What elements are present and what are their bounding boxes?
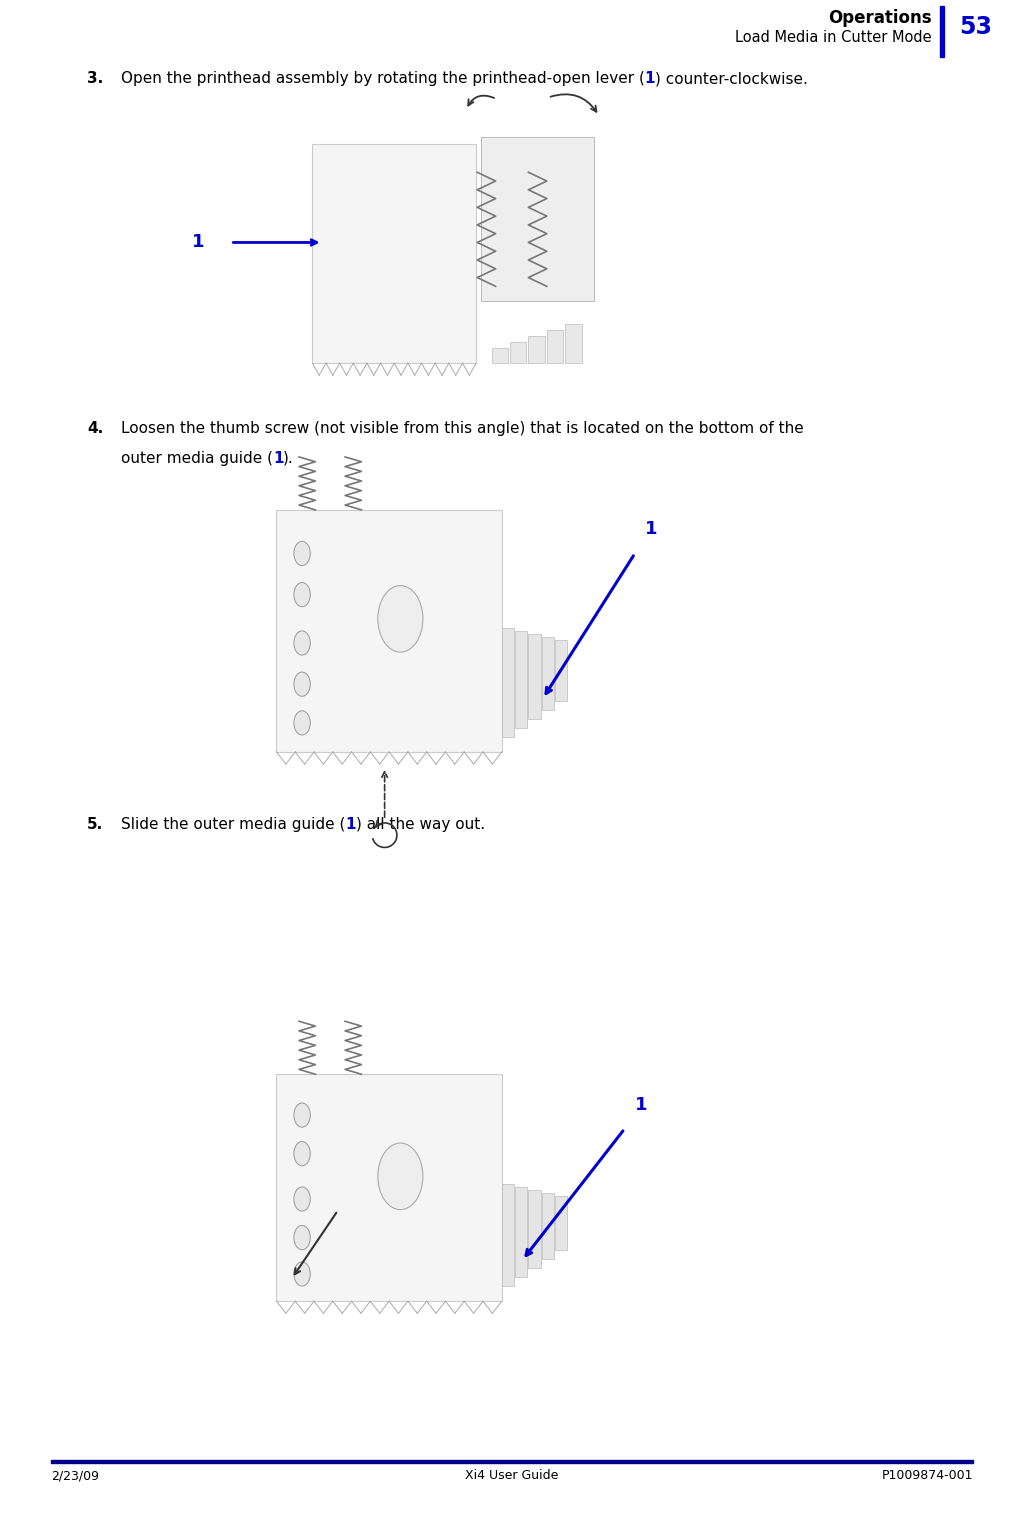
Bar — [555, 640, 567, 701]
Text: 1: 1 — [645, 520, 657, 539]
Circle shape — [294, 583, 310, 607]
Bar — [565, 324, 582, 363]
Text: 1: 1 — [645, 71, 655, 86]
Bar — [510, 342, 526, 363]
Text: Operations: Operations — [828, 9, 932, 27]
Text: ).: ). — [284, 451, 294, 466]
FancyBboxPatch shape — [276, 1074, 502, 1301]
Circle shape — [294, 672, 310, 696]
Bar — [502, 1183, 514, 1286]
Circle shape — [378, 586, 423, 652]
Bar — [555, 1195, 567, 1250]
Text: Open the printhead assembly by rotating the printhead-open lever (: Open the printhead assembly by rotating … — [121, 71, 645, 86]
Bar — [251, 113, 794, 393]
Text: 1: 1 — [272, 451, 284, 466]
Bar — [542, 1192, 554, 1259]
Bar — [515, 631, 527, 728]
Circle shape — [294, 1262, 310, 1286]
Text: 1: 1 — [635, 1095, 647, 1114]
Bar — [502, 628, 514, 737]
Text: 3.: 3. — [87, 71, 103, 86]
Text: Loosen the thumb screw (not visible from this angle) that is located on the bott: Loosen the thumb screw (not visible from… — [121, 421, 804, 436]
Bar — [528, 634, 541, 719]
Text: outer media guide (: outer media guide ( — [121, 451, 272, 466]
FancyBboxPatch shape — [276, 510, 502, 752]
Text: 2/23/09: 2/23/09 — [51, 1469, 99, 1483]
Bar — [481, 138, 594, 301]
Text: 53: 53 — [959, 15, 992, 39]
Text: 4.: 4. — [87, 421, 103, 436]
Bar — [236, 1044, 727, 1339]
Bar — [940, 6, 944, 57]
Circle shape — [378, 1144, 423, 1210]
FancyBboxPatch shape — [312, 144, 476, 363]
Text: P1009874-001: P1009874-001 — [882, 1469, 973, 1483]
Bar — [542, 637, 554, 710]
Bar — [51, 1460, 973, 1463]
Text: 1: 1 — [193, 233, 205, 251]
Circle shape — [294, 542, 310, 566]
Bar — [547, 330, 563, 363]
Circle shape — [294, 1141, 310, 1165]
Bar — [528, 1189, 541, 1268]
Text: 5.: 5. — [87, 817, 103, 832]
Text: 1: 1 — [345, 817, 355, 832]
Circle shape — [294, 631, 310, 655]
Text: Slide the outer media guide (: Slide the outer media guide ( — [121, 817, 345, 832]
Circle shape — [294, 1186, 310, 1210]
Circle shape — [294, 1226, 310, 1250]
Bar — [528, 336, 545, 363]
Circle shape — [294, 711, 310, 735]
Bar — [236, 480, 727, 790]
Text: ) all the way out.: ) all the way out. — [355, 817, 484, 832]
Bar — [515, 1186, 527, 1277]
Circle shape — [294, 1103, 310, 1127]
Text: ) counter-clockwise.: ) counter-clockwise. — [655, 71, 808, 86]
Bar — [492, 348, 508, 363]
Text: Xi4 User Guide: Xi4 User Guide — [465, 1469, 559, 1483]
Text: Load Media in Cutter Mode: Load Media in Cutter Mode — [735, 30, 932, 45]
